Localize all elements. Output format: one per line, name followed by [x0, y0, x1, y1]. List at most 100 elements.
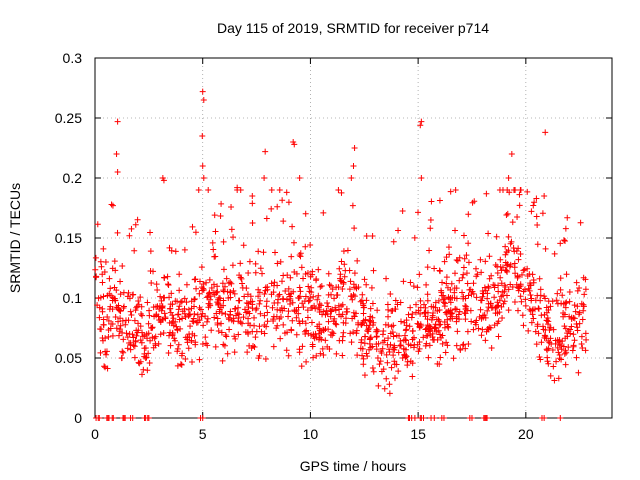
data-point: [520, 267, 527, 274]
data-point: [198, 284, 205, 291]
data-point: [390, 322, 397, 329]
data-point: [113, 151, 120, 157]
data-point: [220, 288, 227, 295]
data-point: [431, 336, 438, 343]
data-point: [274, 306, 281, 313]
data-point: [405, 311, 412, 318]
data-point: [361, 340, 368, 347]
data-point: [300, 275, 307, 282]
data-point: [357, 298, 364, 305]
data-point: [264, 318, 271, 325]
data-point: [370, 267, 377, 274]
data-point: [97, 258, 104, 265]
data-point: [174, 345, 181, 352]
data-point: [325, 270, 332, 277]
x-tick-label: 0: [91, 426, 99, 442]
data-point: [385, 313, 392, 320]
data-point: [169, 329, 176, 336]
x-tick-label: 20: [518, 426, 534, 442]
data-point: [350, 163, 357, 169]
data-point: [176, 287, 183, 294]
data-point: [426, 342, 433, 349]
data-point: [166, 294, 173, 301]
data-point: [406, 323, 413, 330]
data-point: [277, 335, 284, 342]
data-point: [119, 348, 126, 355]
data-point: [189, 358, 196, 365]
data-point: [514, 307, 521, 314]
data-point: [360, 355, 367, 362]
data-point: [121, 303, 128, 310]
data-point: [138, 339, 145, 346]
data-point: [105, 333, 112, 340]
data-point: [417, 122, 424, 129]
data-point: [453, 342, 460, 349]
data-point: [534, 241, 541, 248]
data-point: [129, 415, 136, 421]
data-point: [460, 271, 467, 278]
data-point: [145, 350, 152, 357]
x-tick-label: 10: [303, 426, 319, 442]
y-tick-label: 0: [74, 410, 82, 426]
data-point: [554, 300, 561, 307]
data-point: [370, 368, 377, 375]
data-point: [315, 266, 322, 273]
data-point: [288, 290, 295, 297]
data-point: [137, 337, 144, 344]
data-point: [333, 350, 340, 357]
data-point: [141, 350, 148, 357]
data-point: [261, 175, 268, 181]
data-point: [135, 320, 142, 327]
data-point: [482, 258, 489, 265]
data-point: [217, 295, 224, 302]
data-point: [214, 321, 221, 328]
data-point: [251, 314, 258, 321]
data-point: [221, 342, 228, 349]
data-point: [122, 317, 129, 324]
data-point: [435, 297, 442, 304]
data-point: [437, 354, 444, 361]
data-point: [470, 290, 477, 297]
data-point: [418, 118, 425, 125]
data-point: [111, 258, 118, 265]
data-point: [428, 303, 435, 310]
data-point: [248, 344, 255, 351]
data-point: [243, 299, 250, 306]
data-point: [494, 270, 501, 277]
data-point: [193, 319, 200, 326]
data-point: [479, 293, 486, 300]
data-point: [107, 285, 114, 292]
data-point: [338, 313, 345, 320]
data-point: [272, 249, 279, 256]
data-point: [268, 291, 275, 298]
data-point: [465, 341, 472, 348]
data-point: [211, 314, 218, 321]
data-point: [492, 262, 499, 269]
data-point: [397, 337, 404, 344]
data-point: [459, 342, 466, 349]
data-point: [582, 330, 589, 337]
data-point: [314, 296, 321, 303]
data-point: [544, 347, 551, 354]
data-point: [561, 237, 568, 244]
data-point: [332, 307, 339, 314]
data-point: [218, 329, 225, 336]
data-point: [147, 337, 154, 344]
data-point: [498, 280, 505, 287]
data-point: [109, 306, 116, 313]
data-point: [568, 323, 575, 330]
data-point: [114, 169, 121, 175]
data-point: [185, 312, 192, 319]
data-point: [185, 306, 192, 313]
data-point: [444, 284, 451, 291]
data-point: [298, 264, 305, 271]
data-point: [383, 351, 390, 358]
data-point: [296, 284, 303, 291]
data-point: [330, 330, 337, 337]
data-point: [556, 355, 563, 362]
data-point: [576, 320, 583, 327]
data-point: [528, 208, 535, 215]
data-point: [513, 281, 520, 288]
data-point: [194, 311, 201, 318]
data-point: [191, 332, 198, 339]
